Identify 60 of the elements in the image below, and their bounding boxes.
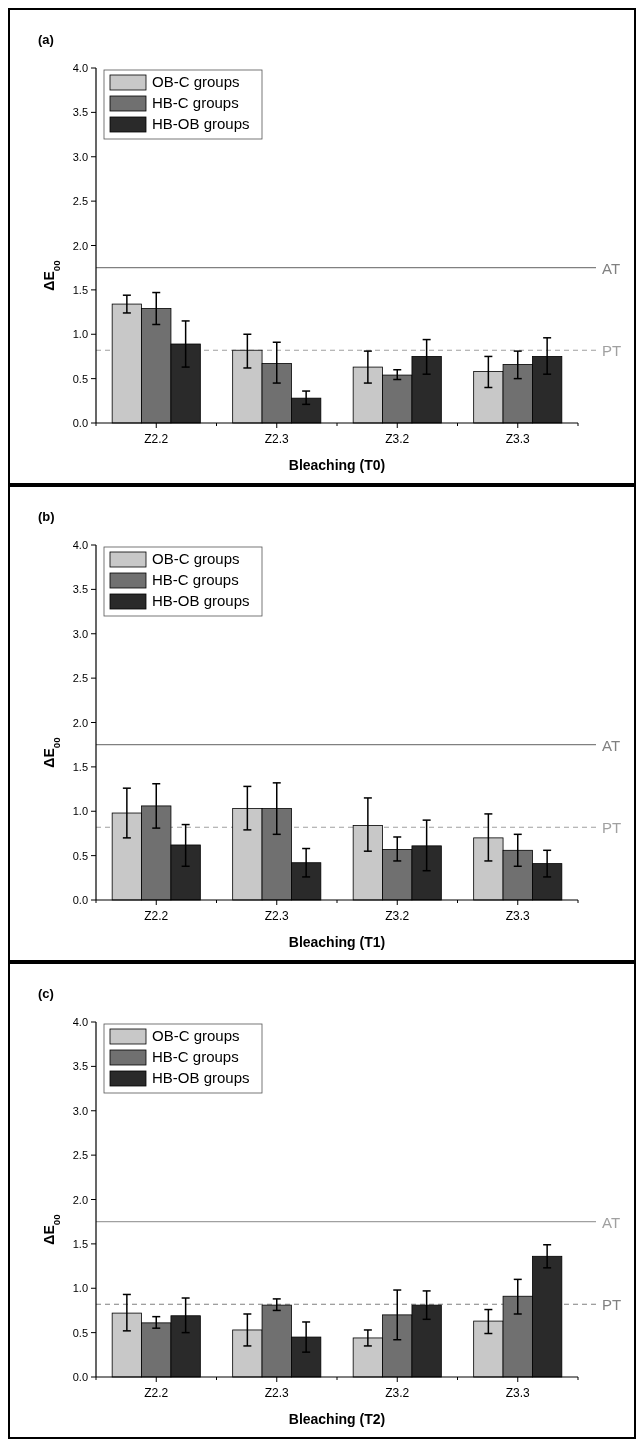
y-tick-label: 1.5	[72, 283, 88, 296]
x-tick-label: Z2.2	[144, 909, 169, 923]
legend-label: HB-C groups	[152, 94, 239, 111]
legend-label: HB-OB groups	[152, 1069, 250, 1086]
y-tick-label: 4.0	[72, 539, 88, 551]
y-tick-label: 4.0	[72, 62, 88, 74]
x-tick-label: Z3.2	[385, 1386, 410, 1400]
x-tick-label: Z3.3	[505, 1386, 531, 1400]
y-tick-label: 0.0	[72, 1371, 88, 1383]
chart-title: (a)	[38, 32, 54, 47]
y-tick-label: 0.5	[72, 372, 88, 385]
legend-label: OB-C groups	[152, 1027, 240, 1044]
ref-line-label: PT	[602, 1296, 622, 1314]
y-tick-label: 2.5	[72, 1149, 88, 1162]
y-tick-label: 3.0	[72, 150, 88, 163]
ref-line-label: AT	[602, 259, 621, 277]
y-tick-label: 2.5	[72, 672, 88, 685]
y-tick-label: 3.0	[72, 1104, 88, 1117]
chart-title: (b)	[38, 509, 55, 524]
x-tick-label: Z3.3	[505, 432, 531, 446]
x-tick-label: Z2.3	[264, 432, 290, 446]
x-tick-label: Z2.2	[144, 432, 169, 446]
y-tick-label: 0.5	[72, 1326, 88, 1339]
x-tick-label: Z3.2	[385, 909, 410, 923]
legend-label: HB-OB groups	[152, 592, 250, 609]
legend-label: HB-C groups	[152, 571, 239, 588]
y-tick-label: 1.5	[72, 760, 88, 773]
y-tick-label: 2.0	[72, 239, 88, 252]
x-tick-label: Z2.3	[264, 1386, 290, 1400]
x-axis-title: Bleaching (T2)	[288, 1411, 386, 1427]
y-tick-label: 2.5	[72, 195, 88, 208]
y-tick-label: 1.0	[72, 1282, 88, 1295]
x-tick-label: Z2.3	[264, 909, 290, 923]
ref-line-label: AT	[602, 1213, 621, 1231]
ref-line-label: PT	[602, 819, 622, 837]
y-tick-label: 0.0	[72, 417, 88, 429]
legend-label: HB-C groups	[152, 1048, 239, 1065]
y-tick-label: 0.0	[72, 894, 88, 906]
chart-title: (c)	[38, 986, 54, 1001]
x-tick-label: Z2.2	[144, 1386, 169, 1400]
y-tick-label: 1.0	[72, 328, 88, 341]
ref-line-label: AT	[602, 736, 621, 754]
legend-label: HB-OB groups	[152, 115, 250, 132]
y-tick-label: 3.0	[72, 627, 88, 640]
y-tick-label: 2.0	[72, 1193, 88, 1206]
ref-line-label: PT	[602, 342, 622, 360]
legend-label: OB-C groups	[152, 550, 240, 567]
y-tick-label: 1.5	[72, 1237, 88, 1250]
y-tick-label: 3.5	[72, 1060, 88, 1073]
x-axis-title: Bleaching (T0)	[288, 457, 386, 473]
y-tick-label: 3.5	[72, 106, 88, 119]
x-axis-title: Bleaching (T1)	[288, 934, 386, 950]
x-tick-label: Z3.2	[385, 432, 410, 446]
y-tick-label: 3.5	[72, 583, 88, 596]
y-tick-label: 4.0	[72, 1016, 88, 1028]
y-tick-label: 2.0	[72, 716, 88, 729]
y-tick-label: 1.0	[72, 805, 88, 818]
legend-label: OB-C groups	[152, 73, 240, 90]
x-tick-label: Z3.3	[505, 909, 531, 923]
y-tick-label: 0.5	[72, 849, 88, 862]
